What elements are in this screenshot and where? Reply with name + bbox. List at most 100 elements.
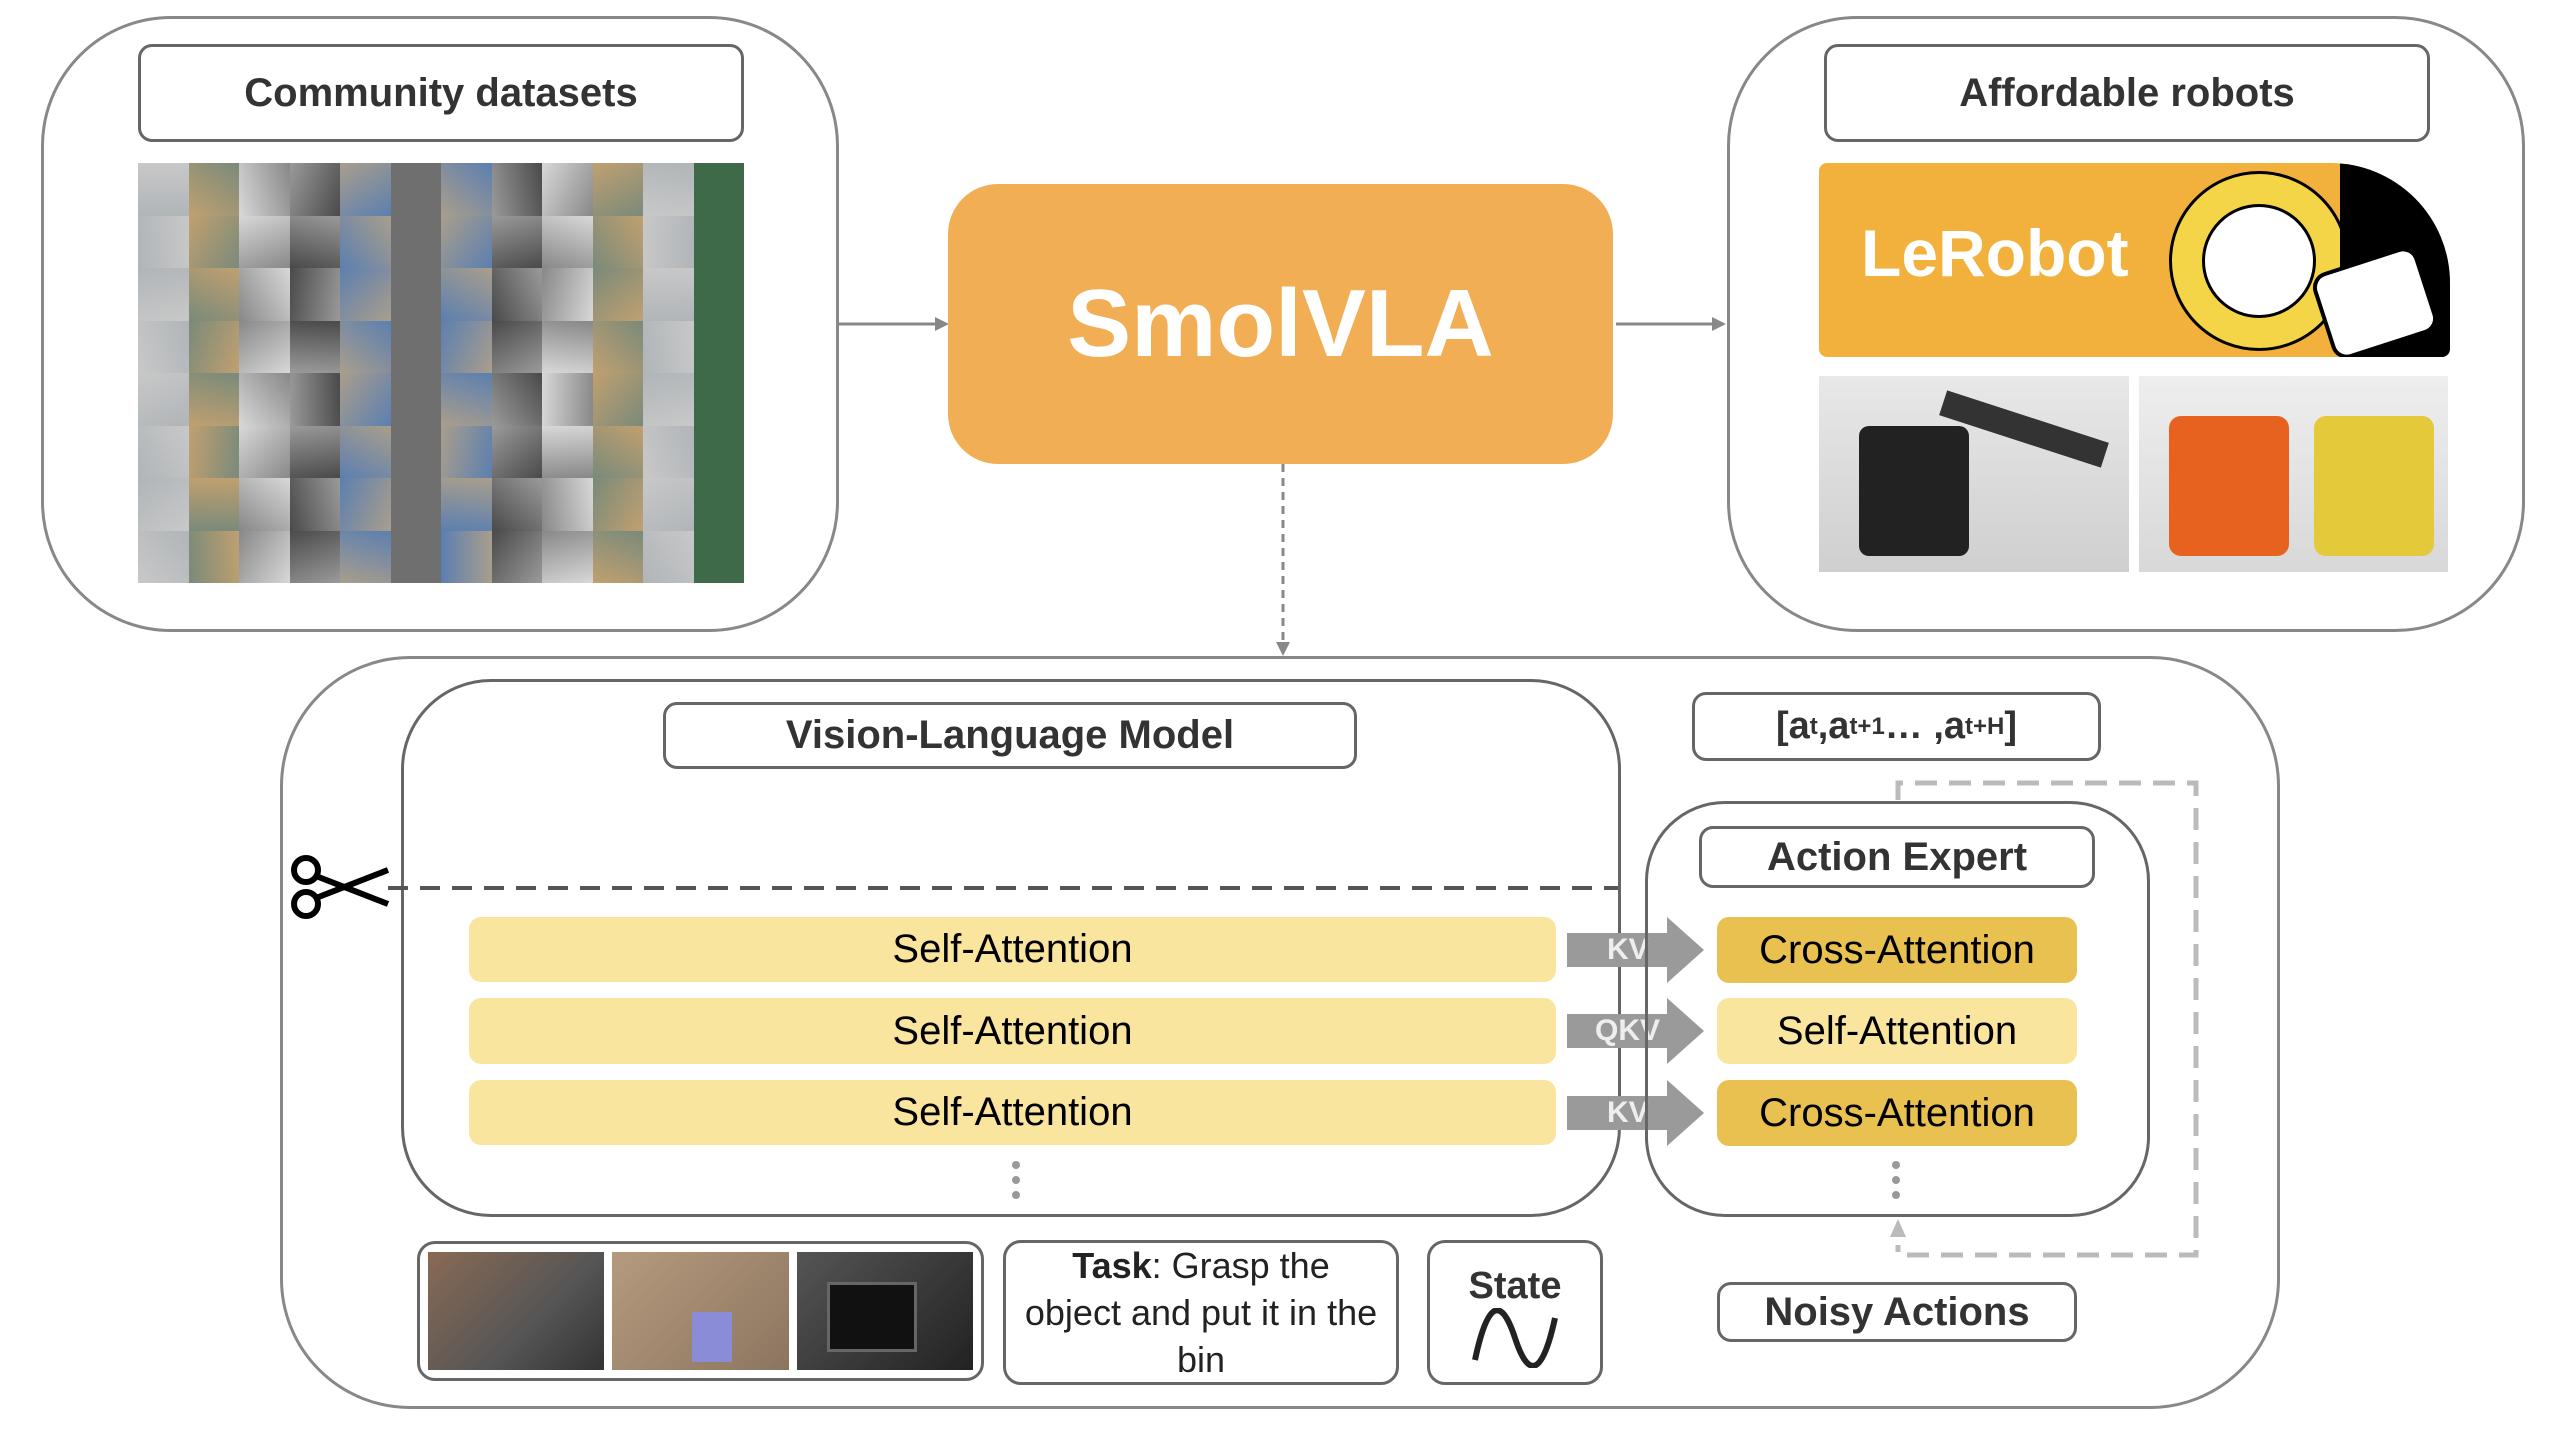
dataset-image-mosaic — [138, 163, 744, 583]
dataset-thumbnail — [491, 478, 542, 531]
dataset-thumbnail — [289, 320, 340, 373]
camera-image — [612, 1252, 789, 1370]
dataset-thumbnail — [491, 320, 542, 373]
dataset-thumbnail — [239, 373, 290, 426]
dataset-thumbnail — [643, 215, 694, 268]
dataset-thumbnail — [340, 163, 391, 216]
dataset-thumbnail — [390, 268, 441, 321]
dataset-thumbnail — [441, 478, 492, 531]
dataset-thumbnail — [491, 530, 542, 583]
dataset-thumbnail — [643, 425, 694, 478]
state-box: State — [1427, 1240, 1603, 1385]
dataset-thumbnail — [340, 373, 391, 426]
dataset-thumbnail — [441, 215, 492, 268]
dataset-thumbnail — [138, 478, 189, 531]
dataset-thumbnail — [693, 478, 744, 531]
dataset-thumbnail — [592, 320, 643, 373]
vlm-self-attention-layer: Self-Attention — [469, 1080, 1556, 1145]
dataset-thumbnail — [441, 425, 492, 478]
lerobot-logo-banner: LeRobot — [1819, 163, 2450, 357]
action-expert-label: Action Expert — [1699, 826, 2095, 888]
dataset-thumbnail — [340, 215, 391, 268]
dataset-thumbnail — [239, 215, 290, 268]
dataset-thumbnail — [491, 215, 542, 268]
dataset-thumbnail — [289, 425, 340, 478]
dataset-thumbnail — [390, 215, 441, 268]
dataset-thumbnail — [340, 425, 391, 478]
dataset-thumbnail — [340, 478, 391, 531]
dataset-thumbnail — [340, 320, 391, 373]
expert-self-attention-layer: Self-Attention — [1717, 998, 2077, 1064]
dataset-thumbnail — [441, 530, 492, 583]
dataset-thumbnail — [592, 268, 643, 321]
dataset-thumbnail — [693, 373, 744, 426]
dataset-thumbnail — [239, 320, 290, 373]
dataset-thumbnail — [289, 215, 340, 268]
dataset-thumbnail — [188, 478, 239, 531]
community-datasets-label: Community datasets — [138, 44, 744, 142]
dataset-thumbnail — [138, 425, 189, 478]
dataset-thumbnail — [188, 268, 239, 321]
dataset-thumbnail — [542, 373, 593, 426]
lerobot-mascot-icon — [2169, 171, 2349, 351]
dataset-thumbnail — [441, 268, 492, 321]
dataset-thumbnail — [340, 530, 391, 583]
lerobot-logo-text: LeRobot — [1861, 216, 2129, 290]
dataset-thumbnail — [542, 478, 593, 531]
action-expert-box — [1645, 801, 2150, 1217]
dataset-thumbnail — [542, 215, 593, 268]
dataset-thumbnail — [592, 163, 643, 216]
dataset-thumbnail — [592, 478, 643, 531]
dataset-thumbnail — [340, 268, 391, 321]
dataset-thumbnail — [693, 163, 744, 216]
dataset-thumbnail — [542, 320, 593, 373]
cut-line — [388, 886, 1618, 890]
dataset-thumbnail — [239, 163, 290, 216]
dataset-thumbnail — [643, 530, 694, 583]
dataset-thumbnail — [441, 320, 492, 373]
dataset-thumbnail — [693, 530, 744, 583]
noisy-actions-label: Noisy Actions — [1717, 1282, 2077, 1342]
kv-arrow: KV — [1567, 1080, 1704, 1146]
dataset-thumbnail — [390, 373, 441, 426]
camera-image — [796, 1252, 973, 1370]
dataset-thumbnail — [542, 163, 593, 216]
dataset-thumbnail — [390, 320, 441, 373]
expert-cross-attention-layer: Cross-Attention — [1717, 1080, 2077, 1146]
dataset-thumbnail — [289, 163, 340, 216]
arrow-smolvla-to-robots — [1616, 317, 1726, 331]
vlm-self-attention-layer: Self-Attention — [469, 917, 1556, 982]
dataset-thumbnail — [643, 320, 694, 373]
dataset-thumbnail — [491, 373, 542, 426]
vlm-label: Vision-Language Model — [663, 702, 1357, 769]
affordable-robots-label: Affordable robots — [1824, 44, 2430, 142]
dataset-thumbnail — [592, 215, 643, 268]
dataset-thumbnail — [188, 425, 239, 478]
dataset-thumbnail — [643, 478, 694, 531]
camera-image — [428, 1252, 605, 1370]
dataset-thumbnail — [542, 530, 593, 583]
dataset-thumbnail — [592, 425, 643, 478]
sine-wave-icon — [1472, 1307, 1558, 1369]
scissors-icon — [291, 855, 390, 919]
dataset-thumbnail — [491, 425, 542, 478]
dataset-thumbnail — [138, 268, 189, 321]
dataset-thumbnail — [138, 373, 189, 426]
dataset-thumbnail — [138, 530, 189, 583]
dataset-thumbnail — [643, 163, 694, 216]
dataset-thumbnail — [693, 320, 744, 373]
dataset-thumbnail — [289, 373, 340, 426]
dataset-thumbnail — [693, 215, 744, 268]
dataset-thumbnail — [643, 373, 694, 426]
dataset-thumbnail — [138, 215, 189, 268]
dataset-thumbnail — [491, 268, 542, 321]
camera-images-input — [417, 1241, 984, 1381]
more-layers-dots — [1012, 1161, 1020, 1199]
smolvla-box: SmolVLA — [948, 184, 1613, 464]
vlm-self-attention-layer: Self-Attention — [469, 998, 1556, 1064]
dataset-thumbnail — [390, 478, 441, 531]
dataset-thumbnail — [188, 163, 239, 216]
task-instruction-box: Task: Grasp the object and put it in the… — [1003, 1240, 1399, 1385]
dataset-thumbnail — [289, 530, 340, 583]
dataset-thumbnail — [390, 530, 441, 583]
